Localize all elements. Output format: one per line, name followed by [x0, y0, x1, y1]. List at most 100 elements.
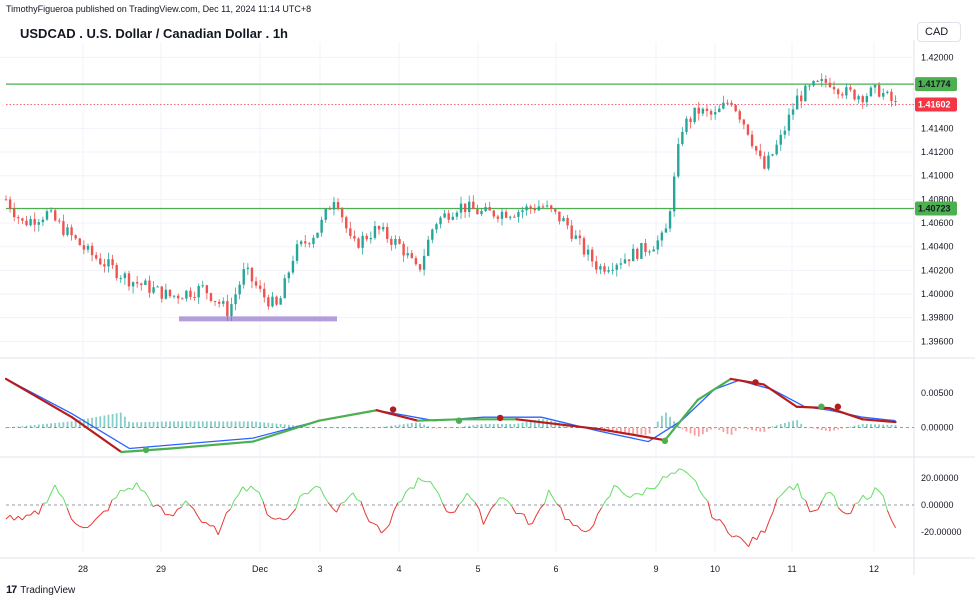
candle-body [767, 155, 770, 169]
candle-body [750, 134, 754, 147]
osc-segment [858, 495, 864, 503]
osc-segment [115, 490, 121, 499]
macd-hist-bar [365, 427, 368, 429]
candle-body [570, 225, 573, 239]
osc-segment [552, 497, 558, 505]
osc-segment [511, 506, 517, 514]
osc-segment [740, 537, 745, 543]
macd-hist-bar [238, 421, 241, 428]
osc-segment [91, 518, 97, 525]
candle-body [185, 290, 188, 299]
macd-hist-bar [517, 423, 520, 428]
candle-body [275, 296, 278, 305]
tradingview-logo[interactable]: 17 TradingView [6, 584, 75, 596]
macd-hist-bar [841, 427, 844, 429]
candle-body [677, 144, 680, 177]
candle-body [705, 108, 709, 112]
osc-segment [242, 486, 248, 492]
osc-segment [340, 501, 345, 505]
macd-hist-bar [669, 416, 671, 428]
price-tag: 1.41602 [915, 97, 957, 112]
macd-hist-bar [91, 417, 93, 428]
osc-segment [748, 536, 754, 547]
candle-body [258, 285, 262, 289]
macd-hist-bar [738, 427, 741, 429]
macd-hist-bar [718, 427, 721, 431]
candle-body [213, 301, 217, 303]
osc-segment [752, 536, 758, 541]
osc-segment [495, 497, 501, 504]
macd-hist-bar [464, 426, 467, 428]
osc-segment [107, 499, 113, 511]
candle-body [812, 80, 815, 86]
osc-segment [744, 541, 750, 548]
osc-segment [152, 504, 158, 508]
candle-body [422, 255, 426, 270]
osc-segment [556, 503, 562, 509]
macd-hist-bar [701, 427, 704, 435]
osc-segment [181, 500, 186, 508]
candle-body [722, 102, 725, 109]
signal-line-segment [861, 418, 897, 424]
macd-hist-bar [804, 427, 807, 428]
candle-body [279, 298, 282, 305]
macd-hist-bar [652, 427, 655, 429]
signal-line-segment [251, 419, 321, 443]
macd-hist-bar [419, 423, 421, 428]
candle-body [853, 89, 856, 100]
osc-segment [140, 489, 145, 493]
macd-hist-bar [460, 426, 462, 428]
osc-segment [617, 486, 623, 493]
price-axis-label: 1.40800 [921, 194, 954, 204]
macd-hist-bar [615, 427, 618, 433]
candle-body [472, 201, 475, 210]
osc-segment [793, 483, 799, 491]
macd-hist-bar [144, 422, 147, 428]
macd-hist-bar [271, 423, 274, 428]
macd-hist-bar [345, 427, 348, 429]
candle-body [250, 267, 254, 282]
price-axis-label: 1.41000 [921, 171, 954, 181]
macd-hist-bar [378, 427, 380, 428]
osc-segment [364, 512, 370, 522]
macd-hist-bar [796, 420, 799, 428]
candle-body [201, 285, 204, 287]
candle-body [406, 253, 409, 256]
candle-body [119, 278, 122, 280]
osc-axis-label: -20.00000 [921, 527, 962, 537]
macd-hist-bar [361, 427, 364, 429]
osc-segment [111, 497, 117, 501]
candle-body [386, 227, 389, 239]
osc-segment [523, 514, 529, 525]
macd-hist-bar [497, 423, 499, 428]
currency-button[interactable]: CAD [917, 22, 961, 42]
macd-hist-bar [382, 426, 385, 428]
candle-body [857, 96, 860, 100]
macd-hist-bar [333, 427, 335, 429]
macd-hist-bar [82, 419, 85, 428]
candle-body [804, 85, 807, 102]
candle-body [217, 301, 221, 304]
candle-body [340, 208, 344, 218]
candle-body [476, 209, 479, 215]
macd-hist-bar [111, 414, 114, 428]
osc-segment [886, 510, 892, 521]
candle-body [882, 92, 885, 97]
osc-segment [826, 491, 831, 494]
macd-hist-bar [853, 425, 856, 428]
osc-segment [683, 469, 688, 474]
osc-segment [66, 508, 72, 520]
osc-segment [189, 504, 195, 510]
osc-segment [711, 516, 717, 521]
macd-hist-bar [882, 424, 885, 428]
osc-segment [691, 476, 696, 482]
macd-hist-bar [5, 427, 7, 429]
osc-segment [593, 513, 599, 526]
candle-body [480, 210, 483, 215]
candle-body [509, 216, 512, 218]
osc-segment [654, 483, 660, 489]
brand-name: TradingView [20, 584, 76, 596]
cross-dot [661, 437, 669, 445]
time-axis-label: 3 [317, 564, 322, 574]
